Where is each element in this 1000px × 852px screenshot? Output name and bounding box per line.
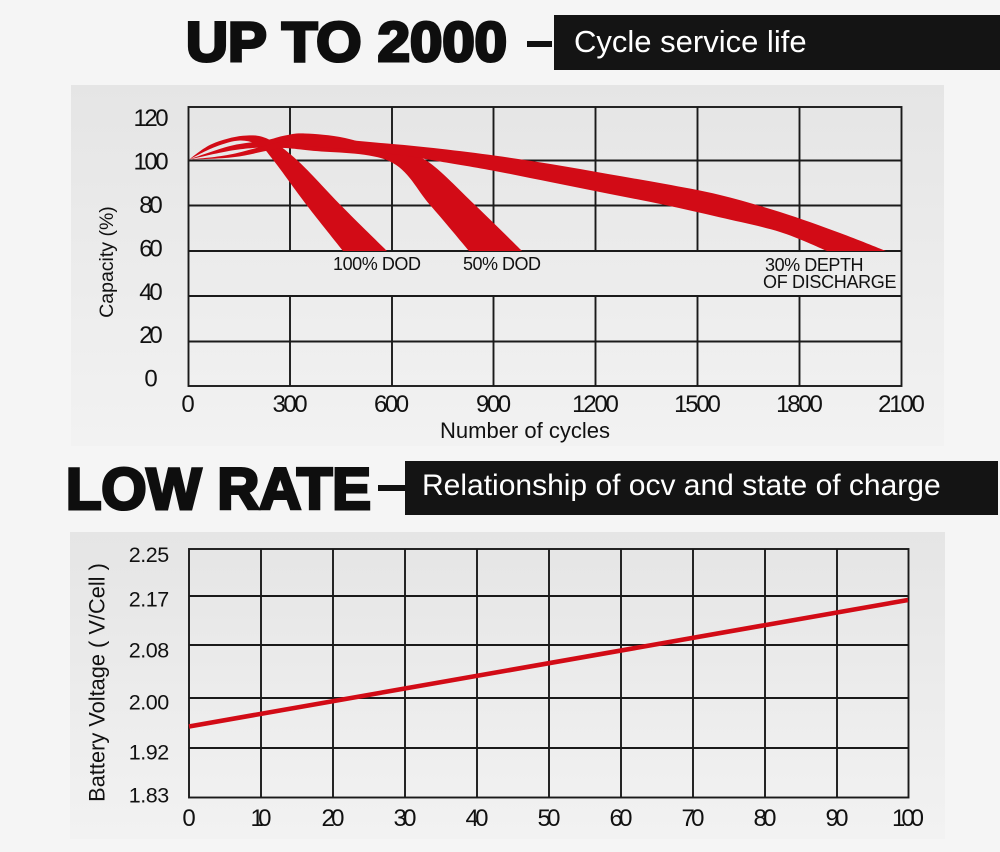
svg-text:2.17: 2.17 <box>129 588 169 612</box>
svg-text:50% DOD: 50% DOD <box>463 254 541 274</box>
svg-text:Number of cycles: Number of cycles <box>440 418 610 443</box>
svg-text:60: 60 <box>139 235 162 262</box>
svg-text:600: 600 <box>374 391 409 418</box>
svg-text:30: 30 <box>394 805 417 832</box>
svg-text:1800: 1800 <box>776 391 823 418</box>
svg-text:30% DEPTH: 30% DEPTH <box>765 255 864 275</box>
svg-text:100% DOD: 100% DOD <box>333 254 421 274</box>
svg-text:90: 90 <box>826 805 849 832</box>
svg-text:2.08: 2.08 <box>129 639 169 663</box>
svg-text:Capacity (%): Capacity (%) <box>96 206 118 318</box>
svg-text:80: 80 <box>754 805 777 832</box>
svg-text:0: 0 <box>182 805 195 832</box>
svg-text:40: 40 <box>466 805 489 832</box>
svg-text:10: 10 <box>251 805 272 832</box>
svg-text:40: 40 <box>139 279 162 306</box>
svg-text:80: 80 <box>139 192 162 219</box>
svg-text:OF DISCHARGE: OF DISCHARGE <box>763 272 897 292</box>
svg-text:20: 20 <box>139 322 162 349</box>
svg-text:900: 900 <box>476 391 511 418</box>
svg-text:120: 120 <box>133 105 168 132</box>
svg-text:0: 0 <box>144 366 157 393</box>
svg-text:2.25: 2.25 <box>129 543 169 567</box>
svg-text:0: 0 <box>181 391 194 418</box>
svg-text:100: 100 <box>892 805 924 832</box>
svg-text:2100: 2100 <box>878 391 925 418</box>
svg-text:Battery Voltage ( V/Cell ): Battery Voltage ( V/Cell ) <box>85 563 110 802</box>
svg-text:1200: 1200 <box>572 391 619 418</box>
svg-text:100: 100 <box>133 149 168 176</box>
svg-text:2.00: 2.00 <box>129 691 169 715</box>
svg-text:1.92: 1.92 <box>129 741 169 765</box>
svg-text:1500: 1500 <box>674 391 721 418</box>
svg-text:300: 300 <box>272 391 307 418</box>
svg-text:70: 70 <box>682 805 705 832</box>
svg-text:60: 60 <box>610 805 633 832</box>
svg-text:50: 50 <box>538 805 561 832</box>
svg-text:1.83: 1.83 <box>129 784 169 808</box>
svg-text:20: 20 <box>322 805 345 832</box>
